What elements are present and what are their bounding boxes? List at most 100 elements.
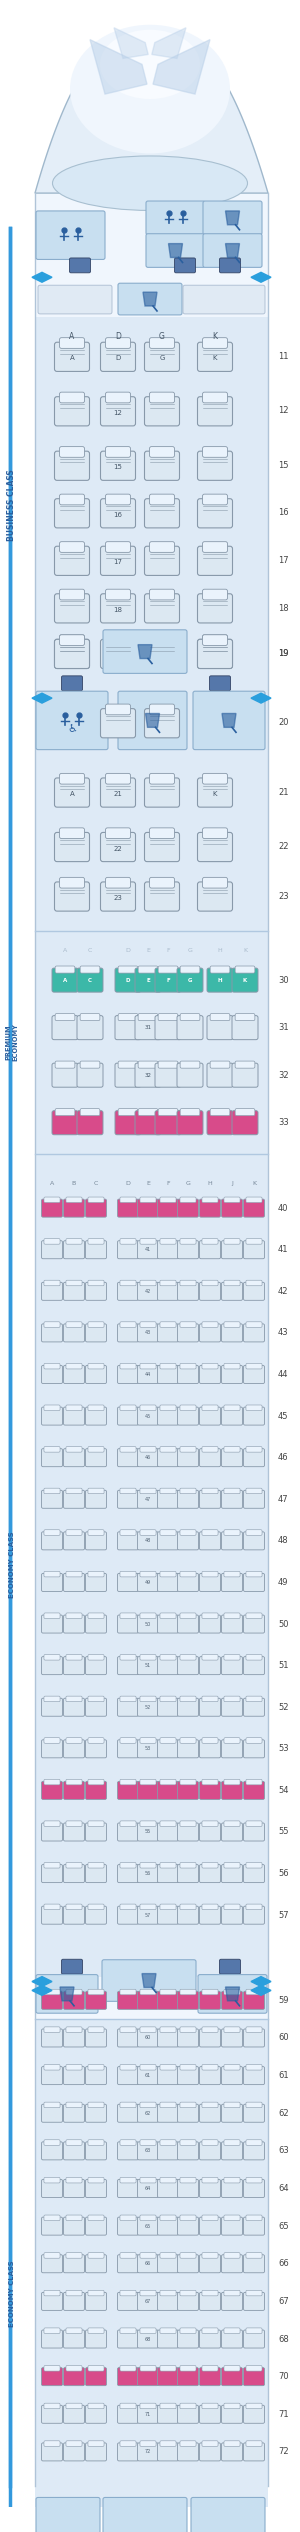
FancyBboxPatch shape xyxy=(180,1109,200,1117)
Text: ECONOMY CLASS: ECONOMY CLASS xyxy=(9,2261,15,2327)
FancyBboxPatch shape xyxy=(135,1063,161,1086)
FancyBboxPatch shape xyxy=(202,446,227,458)
FancyBboxPatch shape xyxy=(198,1975,267,2013)
FancyBboxPatch shape xyxy=(85,1864,106,1884)
FancyBboxPatch shape xyxy=(120,1821,136,1826)
FancyBboxPatch shape xyxy=(118,2253,139,2274)
FancyBboxPatch shape xyxy=(244,1739,265,1757)
FancyBboxPatch shape xyxy=(158,1783,178,1800)
Text: H: H xyxy=(218,977,222,982)
FancyBboxPatch shape xyxy=(177,1015,203,1041)
FancyBboxPatch shape xyxy=(120,2291,136,2297)
FancyBboxPatch shape xyxy=(246,1696,262,1702)
FancyBboxPatch shape xyxy=(145,709,179,737)
FancyBboxPatch shape xyxy=(85,1365,106,1382)
FancyBboxPatch shape xyxy=(106,337,130,349)
FancyBboxPatch shape xyxy=(202,2365,218,2370)
FancyBboxPatch shape xyxy=(66,2327,82,2335)
FancyBboxPatch shape xyxy=(180,2178,196,2183)
FancyBboxPatch shape xyxy=(137,2066,158,2084)
FancyBboxPatch shape xyxy=(221,1324,242,1342)
Text: 64: 64 xyxy=(145,2185,151,2190)
Text: E: E xyxy=(146,1180,150,1185)
FancyBboxPatch shape xyxy=(202,1322,218,1327)
FancyBboxPatch shape xyxy=(137,2253,158,2274)
FancyBboxPatch shape xyxy=(55,967,75,972)
FancyBboxPatch shape xyxy=(202,1529,218,1534)
FancyBboxPatch shape xyxy=(180,2140,196,2145)
Text: 49: 49 xyxy=(278,1577,289,1588)
Text: 47: 47 xyxy=(278,1494,289,1504)
FancyBboxPatch shape xyxy=(59,446,85,458)
FancyBboxPatch shape xyxy=(160,1238,176,1243)
FancyBboxPatch shape xyxy=(140,2216,156,2221)
FancyBboxPatch shape xyxy=(41,1241,62,1258)
Text: 66: 66 xyxy=(278,2259,289,2269)
FancyBboxPatch shape xyxy=(100,881,136,912)
FancyBboxPatch shape xyxy=(59,494,85,504)
FancyBboxPatch shape xyxy=(209,676,230,691)
FancyBboxPatch shape xyxy=(138,1109,158,1117)
FancyBboxPatch shape xyxy=(106,772,130,785)
Text: H: H xyxy=(208,1180,212,1185)
FancyBboxPatch shape xyxy=(158,1491,178,1509)
FancyBboxPatch shape xyxy=(200,2405,220,2423)
FancyBboxPatch shape xyxy=(244,1281,265,1301)
FancyBboxPatch shape xyxy=(160,1990,176,1995)
FancyBboxPatch shape xyxy=(85,1572,106,1593)
FancyBboxPatch shape xyxy=(224,1405,240,1410)
FancyBboxPatch shape xyxy=(145,777,179,808)
FancyBboxPatch shape xyxy=(44,1489,60,1494)
FancyBboxPatch shape xyxy=(221,2104,242,2122)
FancyBboxPatch shape xyxy=(246,2253,262,2259)
FancyBboxPatch shape xyxy=(35,694,268,932)
FancyBboxPatch shape xyxy=(202,772,227,785)
Text: 16: 16 xyxy=(113,511,122,519)
FancyBboxPatch shape xyxy=(64,2405,85,2423)
FancyBboxPatch shape xyxy=(158,1324,178,1342)
FancyBboxPatch shape xyxy=(145,398,179,425)
FancyBboxPatch shape xyxy=(160,2291,176,2297)
FancyBboxPatch shape xyxy=(44,1362,60,1370)
FancyBboxPatch shape xyxy=(55,881,89,912)
FancyBboxPatch shape xyxy=(221,2180,242,2198)
FancyBboxPatch shape xyxy=(160,2403,176,2408)
FancyBboxPatch shape xyxy=(64,2443,85,2461)
Text: 55: 55 xyxy=(278,1828,289,1836)
FancyBboxPatch shape xyxy=(66,1529,82,1534)
FancyBboxPatch shape xyxy=(158,1448,178,1466)
FancyBboxPatch shape xyxy=(145,595,179,623)
FancyBboxPatch shape xyxy=(64,2367,85,2385)
FancyBboxPatch shape xyxy=(180,1489,196,1494)
FancyBboxPatch shape xyxy=(232,1063,258,1086)
Ellipse shape xyxy=(70,25,230,154)
Polygon shape xyxy=(114,28,148,58)
FancyBboxPatch shape xyxy=(149,446,175,458)
FancyBboxPatch shape xyxy=(224,2327,240,2335)
FancyBboxPatch shape xyxy=(202,1737,218,1742)
FancyBboxPatch shape xyxy=(160,1405,176,1410)
FancyBboxPatch shape xyxy=(44,1821,60,1826)
FancyBboxPatch shape xyxy=(36,691,108,749)
FancyBboxPatch shape xyxy=(221,2028,242,2046)
FancyBboxPatch shape xyxy=(180,967,200,972)
FancyBboxPatch shape xyxy=(155,1063,181,1086)
FancyBboxPatch shape xyxy=(202,1281,218,1286)
FancyBboxPatch shape xyxy=(160,1696,176,1702)
FancyBboxPatch shape xyxy=(149,392,175,403)
FancyBboxPatch shape xyxy=(210,1109,230,1117)
FancyBboxPatch shape xyxy=(244,2218,265,2236)
FancyBboxPatch shape xyxy=(64,2104,85,2122)
FancyBboxPatch shape xyxy=(221,1532,242,1550)
FancyBboxPatch shape xyxy=(197,499,232,527)
FancyBboxPatch shape xyxy=(200,1365,220,1382)
FancyBboxPatch shape xyxy=(137,1241,158,1258)
FancyBboxPatch shape xyxy=(200,2291,220,2309)
FancyBboxPatch shape xyxy=(180,1780,196,1785)
FancyBboxPatch shape xyxy=(224,1198,240,1203)
FancyBboxPatch shape xyxy=(160,1613,176,1618)
FancyBboxPatch shape xyxy=(85,1532,106,1550)
FancyBboxPatch shape xyxy=(140,1529,156,1534)
FancyBboxPatch shape xyxy=(64,1864,85,1884)
FancyBboxPatch shape xyxy=(224,1780,240,1785)
